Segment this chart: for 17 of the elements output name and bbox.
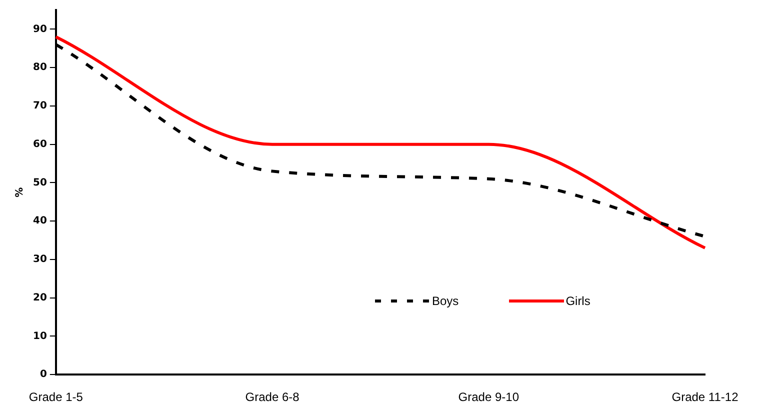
x-tick-label: Grade 11-12 [672,390,739,404]
y-tick-label: 70 [32,100,47,112]
x-tick-label: Grade 9-10 [458,390,520,404]
y-tick-label: 40 [32,216,47,227]
y-tick-label: 10 [32,330,47,342]
y-tick-label: 60 [32,138,47,150]
legend-label: Boys [432,294,459,308]
y-tick-label: 30 [32,254,47,266]
legend-label: Girls [566,294,590,308]
y-tick-label: 90 [32,24,47,35]
x-tick-label: Grade 6-8 [245,390,300,404]
y-tick-label: 20 [32,292,47,304]
y-tick-label: 0 [40,369,47,380]
y-axis-title: % [14,187,26,198]
y-tick-label: 50 [32,177,47,188]
x-tick-label: Grade 1-5 [28,390,84,404]
y-tick-label: 80 [32,62,47,74]
